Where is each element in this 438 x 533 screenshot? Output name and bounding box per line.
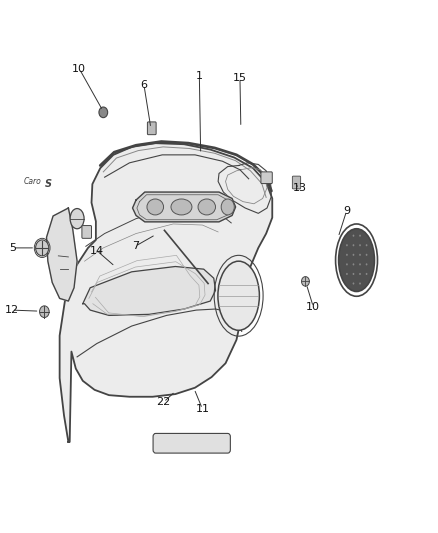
Ellipse shape (353, 235, 354, 237)
Text: 22: 22 (156, 397, 171, 407)
Text: 15: 15 (233, 73, 247, 83)
Ellipse shape (35, 240, 49, 256)
Ellipse shape (218, 261, 259, 330)
Text: S: S (44, 179, 51, 189)
Ellipse shape (198, 199, 215, 215)
Text: 12: 12 (4, 305, 19, 315)
Text: 9: 9 (343, 206, 350, 216)
Ellipse shape (99, 107, 108, 118)
Ellipse shape (171, 199, 192, 215)
Ellipse shape (353, 282, 354, 285)
Ellipse shape (359, 244, 361, 246)
FancyBboxPatch shape (148, 122, 156, 135)
Ellipse shape (346, 263, 348, 265)
Ellipse shape (353, 244, 354, 246)
Text: 1: 1 (196, 71, 203, 81)
Text: 14: 14 (90, 246, 104, 255)
FancyBboxPatch shape (153, 433, 230, 453)
Text: 7: 7 (131, 241, 139, 251)
Polygon shape (60, 143, 272, 442)
Ellipse shape (301, 277, 309, 286)
Text: 5: 5 (10, 243, 16, 253)
Text: 11: 11 (195, 404, 209, 414)
Ellipse shape (353, 254, 354, 256)
Ellipse shape (147, 199, 163, 215)
Text: 10: 10 (306, 302, 320, 312)
Polygon shape (83, 266, 215, 316)
Text: Caro: Caro (23, 177, 41, 186)
Ellipse shape (221, 199, 234, 215)
Ellipse shape (70, 208, 84, 229)
Ellipse shape (359, 235, 361, 237)
Ellipse shape (359, 263, 361, 265)
Ellipse shape (353, 263, 354, 265)
FancyBboxPatch shape (292, 176, 300, 189)
Ellipse shape (346, 244, 348, 246)
Text: 13: 13 (293, 183, 307, 193)
Ellipse shape (359, 282, 361, 285)
Ellipse shape (366, 254, 367, 256)
Text: 6: 6 (141, 80, 148, 90)
Ellipse shape (366, 273, 367, 275)
Ellipse shape (353, 273, 354, 275)
Ellipse shape (359, 254, 361, 256)
FancyBboxPatch shape (261, 172, 272, 183)
Polygon shape (46, 208, 77, 301)
Ellipse shape (359, 273, 361, 275)
Ellipse shape (346, 254, 348, 256)
Ellipse shape (346, 273, 348, 275)
FancyBboxPatch shape (82, 225, 92, 238)
Ellipse shape (339, 229, 374, 292)
Polygon shape (133, 192, 236, 222)
Ellipse shape (366, 263, 367, 265)
Ellipse shape (39, 306, 49, 318)
Text: 10: 10 (72, 64, 86, 74)
Ellipse shape (366, 244, 367, 246)
